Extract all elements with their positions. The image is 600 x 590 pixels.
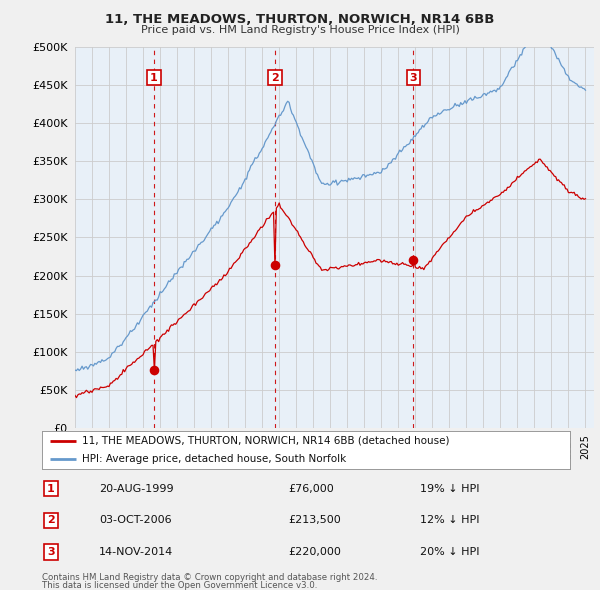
Text: 14-NOV-2014: 14-NOV-2014 [99,548,173,557]
Text: This data is licensed under the Open Government Licence v3.0.: This data is licensed under the Open Gov… [42,581,317,589]
Text: 19% ↓ HPI: 19% ↓ HPI [420,484,479,493]
Text: HPI: Average price, detached house, South Norfolk: HPI: Average price, detached house, Sout… [82,454,346,464]
Text: 12% ↓ HPI: 12% ↓ HPI [420,516,479,525]
Text: 20% ↓ HPI: 20% ↓ HPI [420,548,479,557]
Text: 11, THE MEADOWS, THURTON, NORWICH, NR14 6BB: 11, THE MEADOWS, THURTON, NORWICH, NR14 … [106,13,494,26]
Text: 2: 2 [271,73,279,83]
Text: £220,000: £220,000 [288,548,341,557]
Point [149,365,159,375]
Text: 1: 1 [150,73,158,83]
Text: £213,500: £213,500 [288,516,341,525]
Text: Contains HM Land Registry data © Crown copyright and database right 2024.: Contains HM Land Registry data © Crown c… [42,573,377,582]
Point [409,255,418,265]
Text: 11, THE MEADOWS, THURTON, NORWICH, NR14 6BB (detached house): 11, THE MEADOWS, THURTON, NORWICH, NR14 … [82,435,449,445]
Text: 20-AUG-1999: 20-AUG-1999 [99,484,173,493]
Text: 3: 3 [47,548,55,557]
Text: 1: 1 [47,484,55,493]
Text: 3: 3 [409,73,417,83]
Text: Price paid vs. HM Land Registry's House Price Index (HPI): Price paid vs. HM Land Registry's House … [140,25,460,35]
Text: £76,000: £76,000 [288,484,334,493]
Text: 2: 2 [47,516,55,525]
Text: 03-OCT-2006: 03-OCT-2006 [99,516,172,525]
Point [270,261,280,270]
